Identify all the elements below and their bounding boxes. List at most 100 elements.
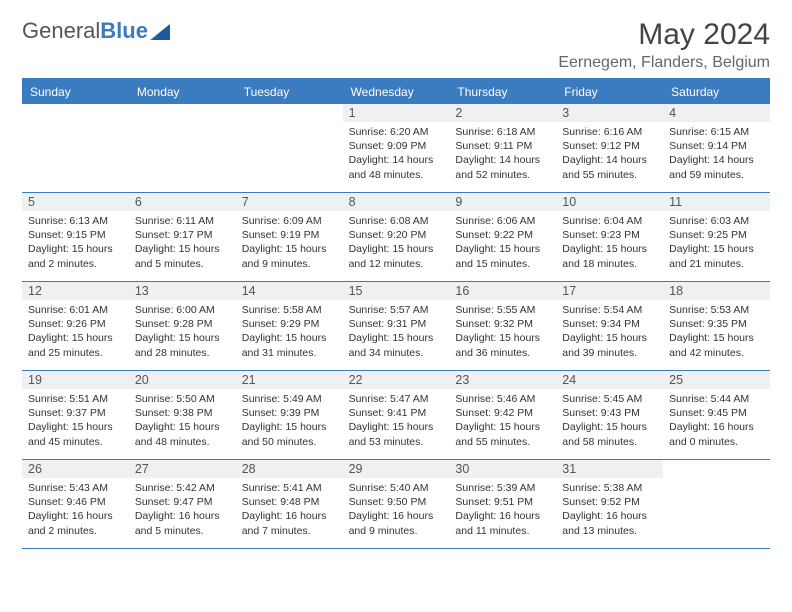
daylight2-text: and 9 minutes. — [349, 524, 444, 538]
daylight1-text: Daylight: 15 hours — [455, 242, 550, 256]
daylight1-text: Daylight: 15 hours — [135, 242, 230, 256]
sunset-text: Sunset: 9:32 PM — [455, 317, 550, 331]
day-number: 21 — [236, 371, 343, 389]
sunrise-text: Sunrise: 6:11 AM — [135, 214, 230, 228]
daylight2-text: and 28 minutes. — [135, 346, 230, 360]
day-cell: 3Sunrise: 6:16 AMSunset: 9:12 PMDaylight… — [556, 104, 663, 192]
sunset-text: Sunset: 9:52 PM — [562, 495, 657, 509]
day-number: 23 — [449, 371, 556, 389]
day-number: 6 — [129, 193, 236, 211]
daylight2-text: and 48 minutes. — [349, 168, 444, 182]
daylight2-text: and 7 minutes. — [242, 524, 337, 538]
daylight2-text: and 58 minutes. — [562, 435, 657, 449]
daylight1-text: Daylight: 16 hours — [349, 509, 444, 523]
day-cell: 10Sunrise: 6:04 AMSunset: 9:23 PMDayligh… — [556, 193, 663, 281]
daylight2-text: and 31 minutes. — [242, 346, 337, 360]
weekday-header: Wednesday — [343, 80, 450, 104]
daylight1-text: Daylight: 15 hours — [669, 331, 764, 345]
sunset-text: Sunset: 9:11 PM — [455, 139, 550, 153]
sunset-text: Sunset: 9:37 PM — [28, 406, 123, 420]
day-number: 4 — [663, 104, 770, 122]
week-row: 1Sunrise: 6:20 AMSunset: 9:09 PMDaylight… — [22, 104, 770, 193]
sunrise-text: Sunrise: 6:20 AM — [349, 125, 444, 139]
day-number: 20 — [129, 371, 236, 389]
sunrise-text: Sunrise: 5:58 AM — [242, 303, 337, 317]
daylight1-text: Daylight: 16 hours — [28, 509, 123, 523]
week-row: 12Sunrise: 6:01 AMSunset: 9:26 PMDayligh… — [22, 282, 770, 371]
day-number: 1 — [343, 104, 450, 122]
sunset-text: Sunset: 9:41 PM — [349, 406, 444, 420]
day-cell: 1 Sunrise: 6:20 AMSunset: 9:09 PMDaylight… — [343, 104, 450, 192]
sunrise-text: Sunrise: 5:57 AM — [349, 303, 444, 317]
brand-name: GeneralBlue — [22, 18, 148, 44]
daylight1-text: Daylight: 14 hours — [349, 153, 444, 167]
day-cell: 2Sunrise: 6:18 AMSunset: 9:11 PMDaylight… — [449, 104, 556, 192]
day-number: 19 — [22, 371, 129, 389]
daylight1-text: Daylight: 14 hours — [669, 153, 764, 167]
weekday-header: Saturday — [663, 80, 770, 104]
weekday-header-row: Sunday Monday Tuesday Wednesday Thursday… — [22, 80, 770, 104]
daylight1-text: Daylight: 15 hours — [669, 242, 764, 256]
day-cell: 11Sunrise: 6:03 AMSunset: 9:25 PMDayligh… — [663, 193, 770, 281]
weekday-header: Thursday — [449, 80, 556, 104]
sunrise-text: Sunrise: 5:49 AM — [242, 392, 337, 406]
daylight2-text: and 53 minutes. — [349, 435, 444, 449]
day-number: 25 — [663, 371, 770, 389]
sunrise-text: Sunrise: 5:51 AM — [28, 392, 123, 406]
sunrise-text: Sunrise: 6:15 AM — [669, 125, 764, 139]
weekday-header: Sunday — [22, 80, 129, 104]
title-block: May 2024 Eernegem, Flanders, Belgium — [558, 18, 770, 72]
sunrise-text: Sunrise: 5:38 AM — [562, 481, 657, 495]
sunrise-text: Sunrise: 5:40 AM — [349, 481, 444, 495]
day-cell: 16Sunrise: 5:55 AMSunset: 9:32 PMDayligh… — [449, 282, 556, 370]
day-number: 8 — [343, 193, 450, 211]
day-cell: 6Sunrise: 6:11 AMSunset: 9:17 PMDaylight… — [129, 193, 236, 281]
daylight2-text: and 50 minutes. — [242, 435, 337, 449]
sunrise-text: Sunrise: 6:06 AM — [455, 214, 550, 228]
day-number: 3 — [556, 104, 663, 122]
sunset-text: Sunset: 9:34 PM — [562, 317, 657, 331]
sunset-text: Sunset: 9:50 PM — [349, 495, 444, 509]
day-cell: 26Sunrise: 5:43 AMSunset: 9:46 PMDayligh… — [22, 460, 129, 548]
daylight1-text: Daylight: 15 hours — [349, 420, 444, 434]
day-cell: 31Sunrise: 5:38 AMSunset: 9:52 PMDayligh… — [556, 460, 663, 548]
day-cell — [22, 104, 129, 192]
day-cell: 19 Sunrise: 5:51 AMSunset: 9:37 PMDayligh… — [22, 371, 129, 459]
daylight2-text: and 2 minutes. — [28, 257, 123, 271]
daylight2-text: and 25 minutes. — [28, 346, 123, 360]
sunset-text: Sunset: 9:09 PM — [349, 139, 444, 153]
daylight2-text: and 2 minutes. — [28, 524, 123, 538]
day-cell: 20Sunrise: 5:50 AMSunset: 9:38 PMDayligh… — [129, 371, 236, 459]
daylight1-text: Daylight: 15 hours — [455, 331, 550, 345]
daylight2-text: and 55 minutes. — [455, 435, 550, 449]
daylight1-text: Daylight: 15 hours — [242, 331, 337, 345]
day-cell: 22Sunrise: 5:47 AMSunset: 9:41 PMDayligh… — [343, 371, 450, 459]
sunset-text: Sunset: 9:48 PM — [242, 495, 337, 509]
daylight1-text: Daylight: 15 hours — [28, 242, 123, 256]
sunrise-text: Sunrise: 5:44 AM — [669, 392, 764, 406]
sunrise-text: Sunrise: 5:46 AM — [455, 392, 550, 406]
daylight1-text: Daylight: 15 hours — [135, 331, 230, 345]
brand-name-part1: General — [22, 18, 100, 43]
sunrise-text: Sunrise: 6:13 AM — [28, 214, 123, 228]
daylight2-text: and 0 minutes. — [669, 435, 764, 449]
day-cell — [663, 460, 770, 548]
day-number: 14 — [236, 282, 343, 300]
daylight2-text: and 34 minutes. — [349, 346, 444, 360]
day-number: 12 — [22, 282, 129, 300]
sunrise-text: Sunrise: 5:54 AM — [562, 303, 657, 317]
daylight2-text: and 59 minutes. — [669, 168, 764, 182]
weekday-header: Tuesday — [236, 80, 343, 104]
month-title: May 2024 — [558, 18, 770, 52]
brand-name-part2: Blue — [100, 18, 148, 43]
day-cell: 17Sunrise: 5:54 AMSunset: 9:34 PMDayligh… — [556, 282, 663, 370]
daylight1-text: Daylight: 15 hours — [28, 420, 123, 434]
daylight1-text: Daylight: 15 hours — [562, 420, 657, 434]
day-number: 22 — [343, 371, 450, 389]
day-cell: 29Sunrise: 5:40 AMSunset: 9:50 PMDayligh… — [343, 460, 450, 548]
day-cell: 9Sunrise: 6:06 AMSunset: 9:22 PMDaylight… — [449, 193, 556, 281]
daylight2-text: and 13 minutes. — [562, 524, 657, 538]
weekday-header: Monday — [129, 80, 236, 104]
daylight1-text: Daylight: 15 hours — [242, 242, 337, 256]
day-cell: 5Sunrise: 6:13 AMSunset: 9:15 PMDaylight… — [22, 193, 129, 281]
